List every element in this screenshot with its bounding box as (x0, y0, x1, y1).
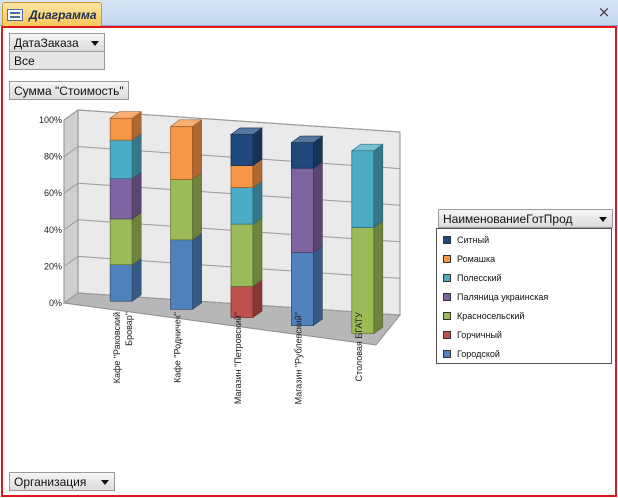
bar-segment (170, 239, 194, 310)
legend-item: Горчичный (443, 328, 502, 342)
x-category-label: Магазин "Петровский" (233, 312, 243, 404)
legend-item: Городской (443, 347, 500, 361)
data-field-label: Сумма "Стоимость" (14, 83, 124, 98)
bar-segment-side (313, 245, 323, 327)
bar-segment (351, 150, 375, 228)
bar-segment-side (131, 133, 142, 180)
bar-segment (230, 134, 254, 166)
x-category-label: Кафе "Раковский (112, 312, 122, 383)
bar-segment (170, 125, 194, 180)
bar-segment-side (131, 211, 142, 266)
filter-field-button[interactable]: ДатаЗаказа (9, 33, 105, 52)
close-icon[interactable]: × (597, 3, 611, 21)
bar-segment (109, 218, 133, 266)
bar-segment-side (192, 172, 202, 241)
document-tab-strip: Диаграмма × (0, 0, 618, 26)
chevron-down-icon (91, 41, 99, 46)
gridline-side (63, 146, 79, 158)
legend-swatch (443, 236, 451, 244)
legend-label: Красносельский (457, 311, 525, 321)
bar-segment (230, 223, 254, 287)
bar-segment-side (192, 232, 202, 310)
bar-segment (170, 178, 194, 241)
bar-top (350, 143, 384, 152)
x-category-label: Магазин "Рублевский" (293, 312, 303, 404)
y-tick-label: 0% (49, 298, 62, 308)
bar-segment (230, 187, 254, 225)
legend-swatch (443, 312, 451, 320)
legend-swatch (443, 350, 451, 358)
legend-item: Паляница украинская (443, 290, 548, 304)
legend-swatch (443, 331, 451, 339)
legend-item: Ситный (443, 233, 489, 247)
form-icon (7, 8, 23, 21)
legend-label: Городской (457, 349, 500, 359)
bar-top (290, 135, 324, 143)
legend-label: Горчичный (457, 330, 502, 340)
category-field-label: Организация (14, 474, 87, 489)
legend-item: Красносельский (443, 309, 524, 323)
x-category-label: Столовая БГАТУ (354, 312, 364, 382)
bar-segment-side (373, 143, 384, 229)
legend-item: Полесский (443, 271, 502, 285)
bar-segment-side (131, 171, 142, 220)
bar-segment-side (252, 180, 263, 225)
y-tick-label: 100% (39, 115, 62, 125)
legend-item: Ромашка (443, 252, 495, 266)
category-field-button[interactable]: Организация (9, 472, 115, 491)
bar-top (230, 127, 263, 135)
bar-top (169, 119, 203, 127)
bar-top (109, 111, 143, 119)
chevron-down-icon (101, 480, 109, 485)
chart-legend: Ситный Ромашка Полесский Паляница украинска… (436, 228, 612, 364)
bar-segment (109, 264, 133, 302)
series-field-button[interactable]: НаименованиеГотПрод (438, 209, 613, 228)
gridline-side (63, 109, 79, 121)
series-field-label: НаименованиеГотПрод (443, 211, 573, 226)
tab-diagram[interactable]: Диаграмма (2, 2, 102, 26)
bar-segment (290, 142, 314, 169)
chevron-down-icon (599, 217, 607, 222)
x-category-label: Бровар" (124, 312, 134, 346)
y-tick-label: 80% (44, 152, 62, 162)
gridline-side (63, 219, 79, 231)
bar-segment (109, 117, 133, 141)
bar-segment (109, 178, 133, 220)
legend-label: Ситный (457, 235, 490, 245)
legend-swatch (443, 274, 451, 282)
filter-field-label: ДатаЗаказа (14, 35, 79, 50)
x-category-label: Кафе "Родничек" (173, 312, 183, 383)
bar-segment-side (131, 257, 142, 302)
bar-segment (290, 167, 314, 253)
y-tick-label: 20% (44, 261, 62, 271)
y-tick-label: 60% (44, 188, 62, 198)
tab-title: Диаграмма (29, 7, 97, 22)
legend-swatch (443, 255, 451, 263)
gridline-side (63, 255, 79, 267)
legend-swatch (443, 293, 451, 301)
legend-label: Ромашка (457, 254, 496, 264)
data-field-button[interactable]: Сумма "Стоимость" (9, 81, 129, 100)
bar-segment-side (192, 119, 202, 180)
gridline-side (63, 292, 79, 304)
bar-segment (109, 139, 133, 179)
gridline-side (63, 182, 79, 194)
legend-label: Паляница украинская (457, 292, 549, 302)
legend-label: Полесский (457, 273, 502, 283)
chart-side-wall (63, 109, 79, 304)
bar-segment-side (313, 161, 323, 253)
y-tick-label: 40% (44, 225, 62, 235)
bar-segment (230, 165, 254, 188)
bar-segment-side (373, 220, 384, 335)
bar-segment-side (252, 217, 263, 287)
filter-field-value: Все (9, 52, 105, 70)
